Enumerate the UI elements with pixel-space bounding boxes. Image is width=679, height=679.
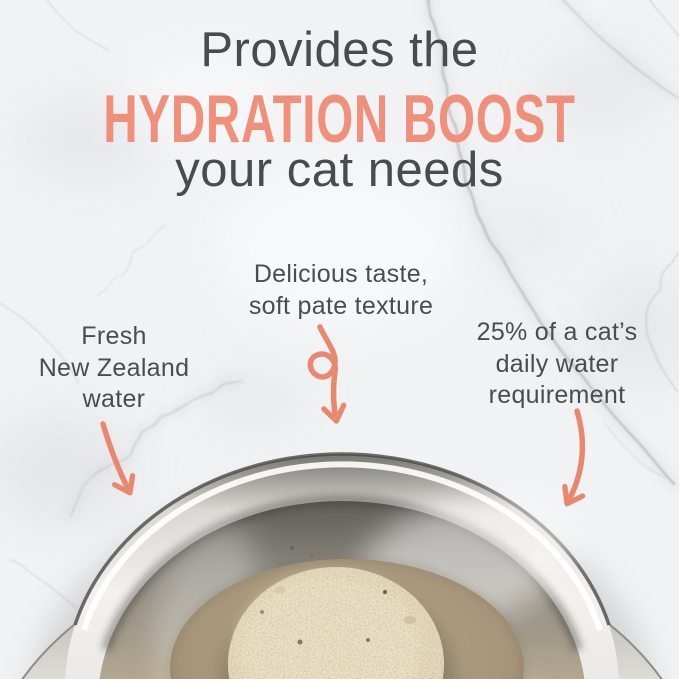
headline-hydration-boost: HYDRATION BOOST xyxy=(103,81,576,157)
callout-line: Delicious taste, xyxy=(253,260,429,288)
curved-arrow-left-icon xyxy=(100,421,129,491)
callout-line: requirement xyxy=(488,381,626,409)
headline-line-3: your cat needs xyxy=(175,143,504,197)
callout-line: Fresh xyxy=(81,322,147,350)
marble-veins xyxy=(0,0,679,621)
callout-line: New Zealand xyxy=(38,353,190,382)
callout-line: water xyxy=(82,385,146,413)
callout-line: daily water xyxy=(495,349,619,378)
curved-arrow-right-icon xyxy=(568,408,582,502)
callout-line: 25% of a cat’s xyxy=(476,318,638,346)
callout-taste-texture: Delicious taste, soft pate texture xyxy=(191,259,491,322)
callout-line: soft pate texture xyxy=(248,291,434,320)
looped-arrow-middle-icon xyxy=(307,324,336,419)
pate-patty xyxy=(220,567,456,679)
callout-fresh-water: Fresh New Zealand water xyxy=(14,321,214,416)
headline-line-1: Provides the xyxy=(200,23,479,77)
callout-daily-water: 25% of a cat’s daily water requirement xyxy=(457,317,657,412)
